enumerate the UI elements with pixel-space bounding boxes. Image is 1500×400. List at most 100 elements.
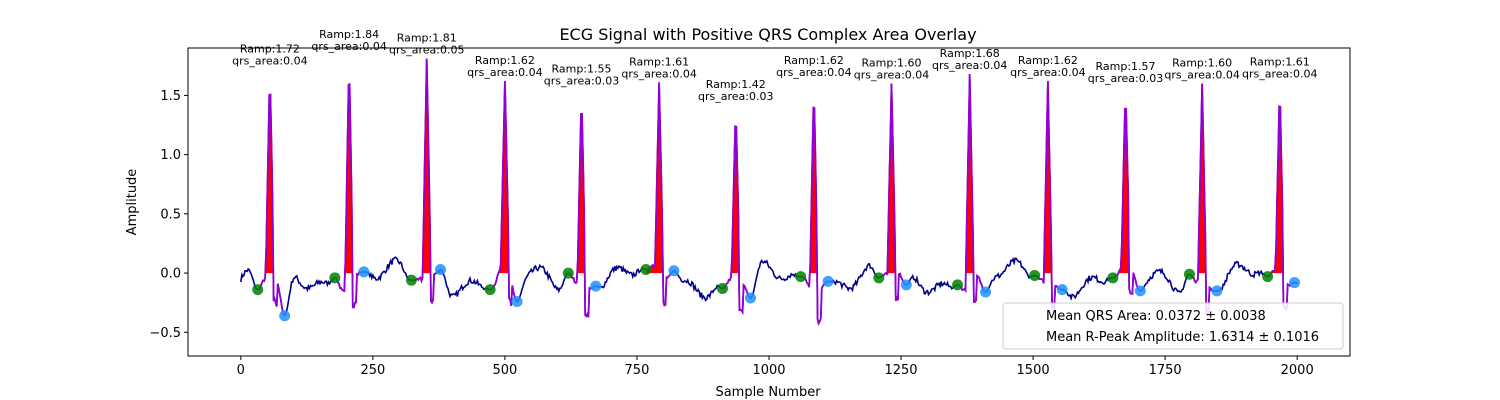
qrs-area-fill-7 (722, 126, 751, 274)
x-tick-label-500: 500 (492, 363, 517, 378)
qrs-segment-4 (489, 81, 518, 306)
ramp-label-7: Ramp:1.42 (706, 78, 766, 91)
qrs-area-fill-13 (1189, 83, 1217, 274)
qrs-area-label-4: qrs_area:0.04 (467, 66, 542, 79)
q-onset-marker-14 (1262, 271, 1274, 283)
s-offset-marker-8 (822, 275, 834, 287)
qrs-area-label-14: qrs_area:0.04 (1242, 67, 1317, 80)
y-tick-label-0: −0.5 (149, 326, 181, 341)
qrs-area-label-13: qrs_area:0.04 (1164, 69, 1239, 82)
y-axis-label: Amplitude (125, 169, 140, 236)
q-onset-marker-5 (562, 267, 574, 279)
ramp-label-10: Ramp:1.68 (940, 47, 1000, 60)
ramp-label-1: Ramp:1.72 (240, 42, 300, 55)
s-offset-marker-2 (358, 266, 370, 278)
q-onset-marker-4 (484, 284, 496, 296)
ramp-label-6: Ramp:1.61 (629, 55, 689, 68)
s-offset-marker-14 (1289, 277, 1301, 289)
x-tick-label-0: 0 (237, 363, 245, 378)
s-offset-marker-4 (511, 296, 523, 308)
s-offset-marker-7 (745, 292, 757, 304)
qrs-area-fill-3 (411, 58, 441, 274)
plot-area: Ramp:1.72qrs_area:0.04Ramp:1.84qrs_area:… (232, 28, 1317, 326)
q-onset-marker-2 (329, 272, 341, 284)
s-offset-marker-9 (900, 279, 912, 291)
qrs-area-label-10: qrs_area:0.04 (932, 59, 1007, 72)
y-tick-label-1: 0.0 (160, 267, 181, 282)
s-offset-marker-5 (590, 280, 602, 292)
q-onset-marker-11 (1029, 269, 1041, 281)
qrs-area-fill-1 (257, 94, 285, 274)
q-onset-marker-3 (405, 274, 417, 286)
qrs-area-label-5: qrs_area:0.03 (544, 74, 619, 87)
axis-ticks: 0 250 500 750 1000 1250 1500 1750 2000 −0.5 0.0 0.5… (149, 89, 1313, 378)
ramp-label-5: Ramp:1.55 (551, 62, 611, 75)
qrs-segment-6 (646, 82, 675, 307)
q-onset-marker-10 (952, 279, 964, 291)
legend-entry-mean-r-peak-amplitude: Mean R-Peak Amplitude: 1.6314 ± 0.1016 (1046, 330, 1319, 345)
ramp-label-12: Ramp:1.57 (1095, 60, 1155, 73)
q-onset-marker-7 (717, 282, 729, 294)
qrs-area-fill-5 (568, 114, 596, 274)
q-onset-marker-12 (1107, 272, 1119, 284)
s-offset-marker-10 (980, 286, 992, 298)
q-onset-marker-1 (252, 284, 264, 296)
x-tick-label-1500: 1500 (1017, 363, 1050, 378)
ramp-label-9: Ramp:1.60 (862, 57, 922, 70)
ramp-label-4: Ramp:1.62 (475, 54, 535, 67)
x-axis-label: Sample Number (715, 385, 821, 400)
qrs-area-label-2: qrs_area:0.04 (311, 40, 386, 53)
qrs-area-label-3: qrs_area:0.05 (389, 44, 464, 57)
x-tick-label-2000: 2000 (1281, 363, 1314, 378)
y-tick-label-3: 1.0 (160, 148, 181, 163)
s-offset-marker-11 (1056, 284, 1068, 296)
ramp-label-14: Ramp:1.61 (1250, 55, 1310, 68)
plot-content (240, 58, 1301, 326)
ramp-label-8: Ramp:1.62 (784, 54, 844, 67)
legend: Mean QRS Area: 0.0372 ± 0.0038 Mean R-Pe… (1002, 302, 1344, 350)
y-tick-label-2: 0.5 (160, 207, 181, 222)
qrs-segment-11 (1034, 81, 1062, 311)
qrs-area-fill-14 (1267, 106, 1295, 274)
s-offset-marker-1 (279, 310, 291, 322)
q-onset-marker-9 (873, 272, 885, 284)
x-tick-label-250: 250 (360, 363, 385, 378)
qrs-area-fill-6 (645, 82, 674, 274)
qrs-area-fill-12 (1112, 108, 1141, 274)
s-offset-marker-6 (668, 265, 680, 277)
qrs-area-label-12: qrs_area:0.03 (1088, 72, 1163, 85)
qrs-segment-10 (957, 74, 986, 303)
s-offset-marker-3 (434, 264, 446, 276)
qrs-segment-14 (1267, 105, 1295, 312)
q-onset-marker-6 (640, 264, 652, 276)
qrs-area-label-6: qrs_area:0.04 (621, 67, 696, 80)
y-tick-label-4: 1.5 (160, 89, 181, 104)
qrs-segment-1 (257, 93, 285, 316)
legend-entry-mean-qrs-area: Mean QRS Area: 0.0372 ± 0.0038 (1046, 309, 1266, 324)
qrs-segment-12 (1113, 107, 1141, 295)
ramp-label-2: Ramp:1.84 (319, 28, 379, 41)
qrs-area-fill-8 (800, 107, 829, 274)
chart-title: ECG Signal with Positive QRS Complex Are… (559, 25, 976, 44)
qrs-area-label-9: qrs_area:0.04 (854, 69, 929, 82)
q-onset-marker-8 (795, 271, 807, 283)
x-tick-label-1750: 1750 (1149, 363, 1182, 378)
ramp-label-13: Ramp:1.60 (1172, 57, 1232, 70)
x-tick-label-1250: 1250 (884, 363, 917, 378)
x-tick-label-1000: 1000 (752, 363, 785, 378)
qrs-area-label-11: qrs_area:0.04 (1010, 66, 1085, 79)
qrs-area-label-8: qrs_area:0.04 (776, 66, 851, 79)
qrs-area-fill-9 (878, 83, 907, 274)
x-tick-label-750: 750 (625, 363, 650, 378)
qrs-area-fill-11 (1034, 81, 1063, 274)
qrs-area-fill-2 (334, 84, 364, 274)
qrs-segment-7 (722, 125, 751, 316)
q-onset-marker-13 (1183, 268, 1195, 280)
ramp-label-11: Ramp:1.62 (1018, 54, 1078, 67)
s-offset-marker-12 (1134, 285, 1146, 297)
s-offset-marker-13 (1211, 285, 1223, 297)
ramp-label-3: Ramp:1.81 (397, 32, 457, 45)
qrs-area-label-7: qrs_area:0.03 (698, 90, 773, 103)
legend-box (1002, 302, 1344, 350)
